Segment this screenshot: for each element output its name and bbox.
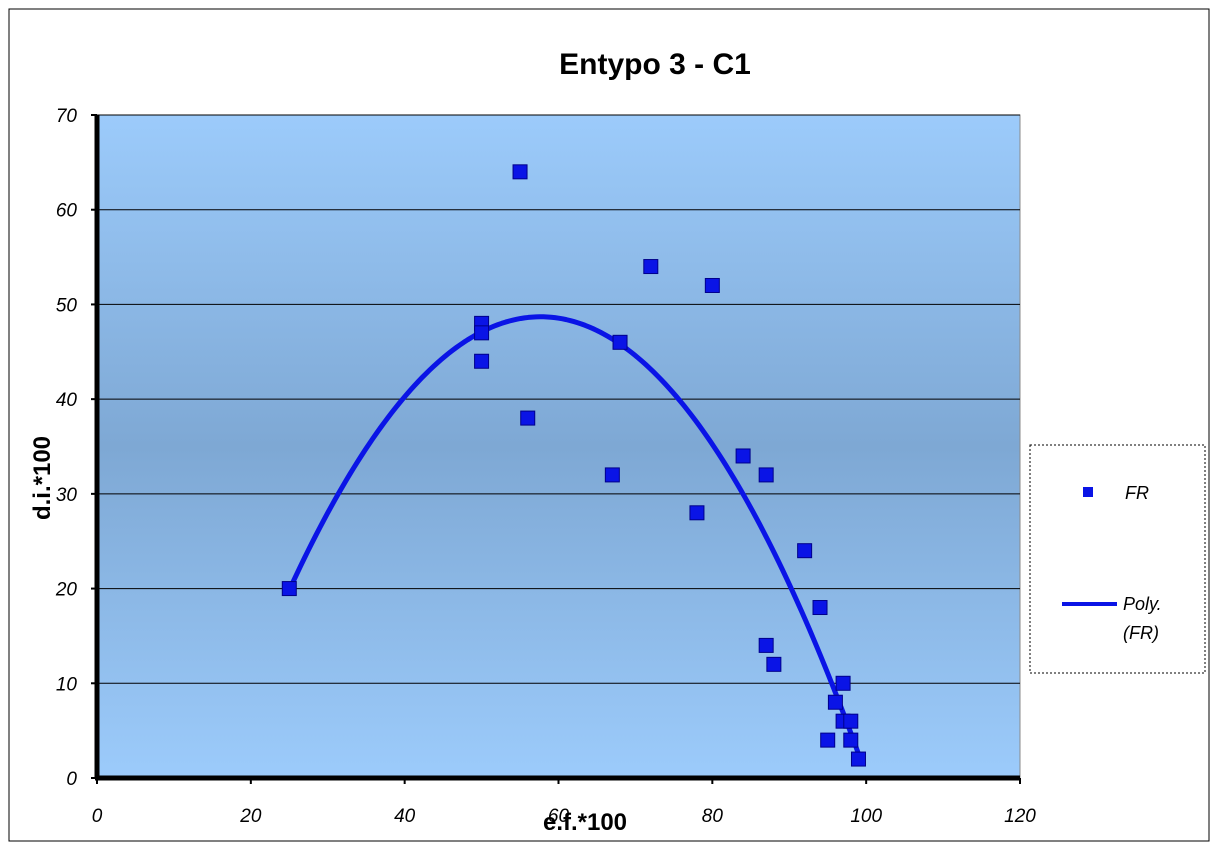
legend-marker-fr — [1083, 487, 1093, 497]
points-layer — [281, 164, 866, 767]
data-point-13 — [758, 637, 774, 653]
y-tick-label-40: 40 — [56, 390, 78, 411]
y-tick-label-30: 30 — [56, 485, 78, 506]
x-tick-label-120: 120 — [1004, 806, 1036, 827]
data-point-0 — [281, 581, 297, 597]
data-point-22 — [843, 732, 859, 748]
data-point-16 — [812, 600, 828, 616]
data-point-17 — [820, 732, 836, 748]
x-tick-label-60: 60 — [548, 806, 570, 827]
data-point-18 — [827, 694, 843, 710]
data-point-4 — [512, 164, 528, 180]
data-point-23 — [850, 751, 866, 767]
legend-box — [1029, 444, 1206, 674]
y-tick-label-60: 60 — [56, 201, 78, 222]
x-tick-label-20: 20 — [239, 806, 262, 827]
data-point-15 — [797, 543, 813, 559]
legend-label-fr: FR — [1125, 483, 1149, 503]
data-point-19 — [835, 675, 851, 691]
legend: FR Poly. (FR) — [1029, 444, 1206, 674]
gridlines — [97, 114, 1020, 684]
y-tick-label-70: 70 — [56, 106, 78, 127]
plot-area — [96, 114, 1021, 779]
x-tick-label-100: 100 — [850, 806, 882, 827]
data-point-8 — [643, 259, 659, 275]
x-axis-ticks: 0 20 40 60 80 100 120 — [92, 778, 1036, 827]
data-point-2 — [474, 325, 490, 341]
trendline-poly-fr — [287, 314, 861, 755]
legend-label-poly: Poly. — [1123, 594, 1162, 614]
x-tick-label-80: 80 — [702, 806, 724, 827]
chart-title: Entypo 3 - C1 — [559, 48, 751, 81]
y-tick-label-20: 20 — [55, 580, 78, 601]
trendline-layer — [287, 314, 861, 755]
data-point-3 — [474, 353, 490, 369]
data-point-10 — [704, 277, 720, 293]
y-axis-title: d.i.*100 — [29, 436, 56, 520]
y-tick-label-50: 50 — [56, 295, 78, 316]
x-axis-title: e.f.*100 — [543, 809, 627, 836]
data-point-7 — [612, 334, 628, 350]
data-point-9 — [689, 505, 705, 521]
data-point-6 — [604, 467, 620, 483]
data-point-14 — [766, 656, 782, 672]
data-point-21 — [843, 713, 859, 729]
legend-label-poly-2: (FR) — [1123, 623, 1159, 643]
data-point-12 — [758, 467, 774, 483]
data-point-11 — [735, 448, 751, 464]
x-tick-label-0: 0 — [92, 806, 103, 827]
x-tick-label-40: 40 — [394, 806, 416, 827]
data-point-5 — [520, 410, 536, 426]
y-axis-ticks: 0 10 20 30 40 50 60 70 — [55, 106, 97, 790]
y-tick-label-0: 0 — [66, 769, 77, 790]
y-tick-label-10: 10 — [56, 674, 78, 695]
